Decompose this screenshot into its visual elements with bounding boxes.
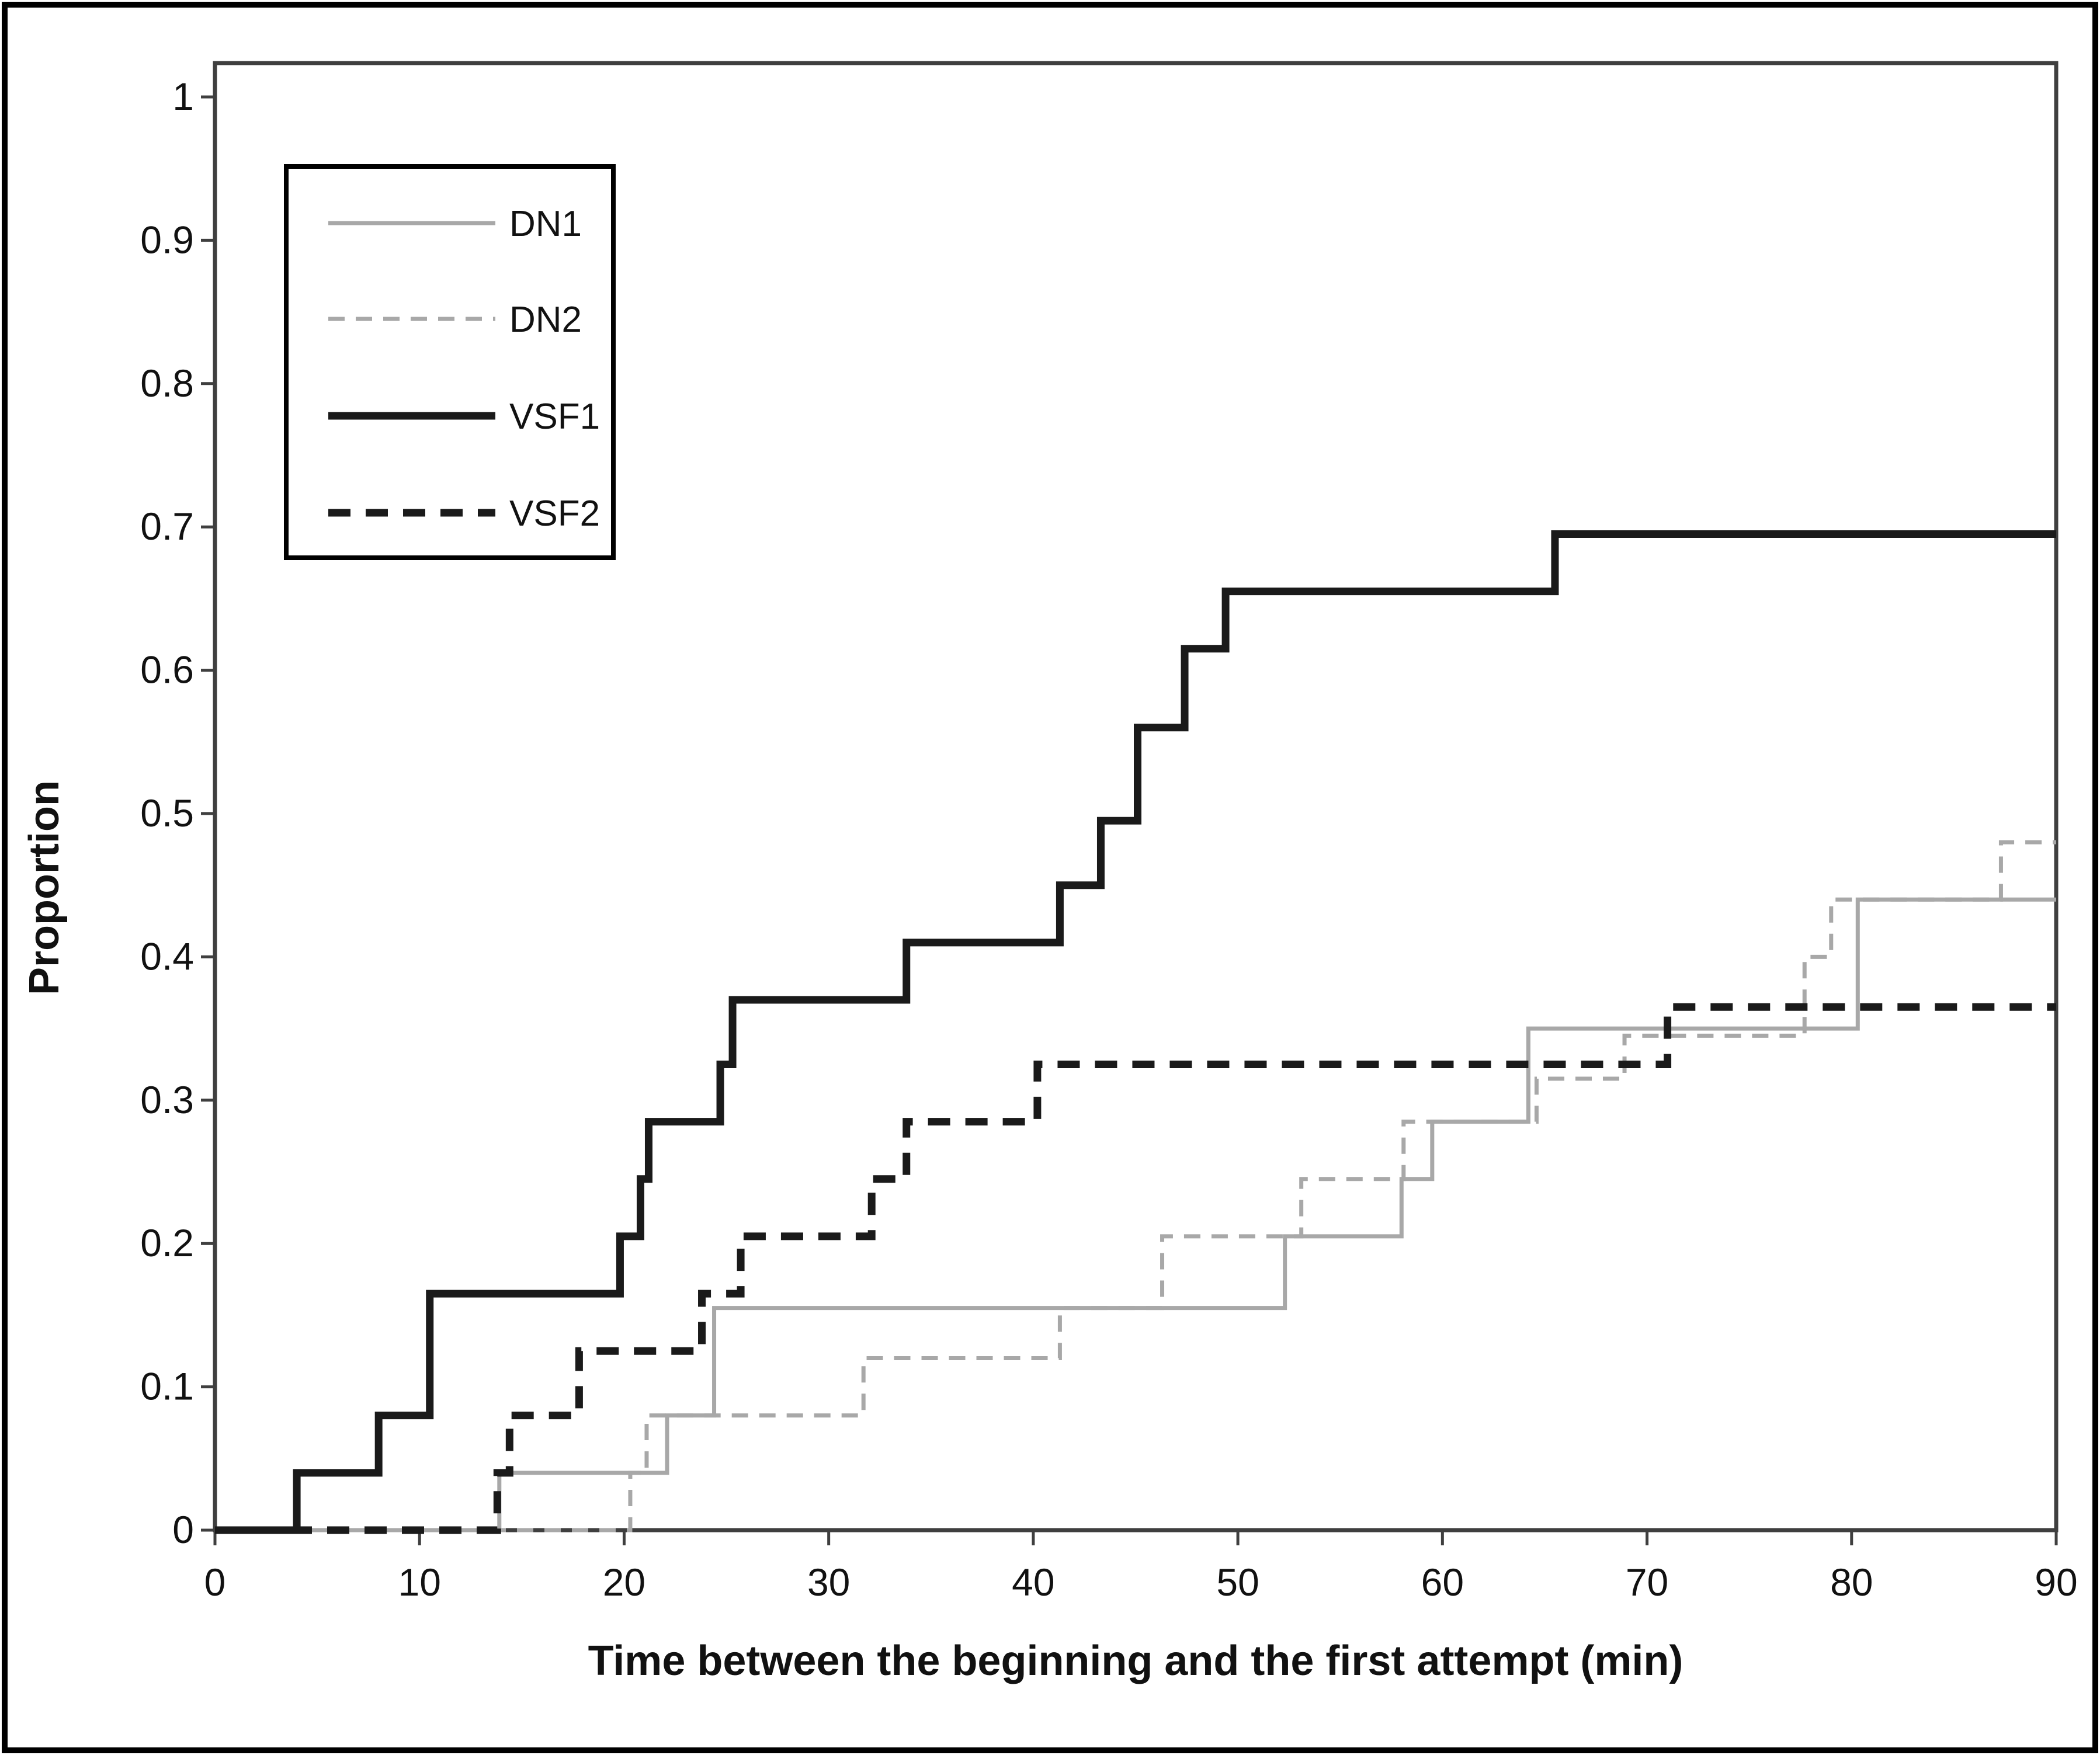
legend: DN1 DN2 VSF1 VSF2 — [284, 164, 616, 560]
legend-label-VSF1: VSF1 — [509, 397, 600, 437]
y-tick-label: 0.5 — [140, 791, 194, 835]
y-tick-label: 0.6 — [140, 648, 194, 691]
x-tick-label: 60 — [1421, 1561, 1464, 1604]
y-axis-label: Proportion — [21, 780, 68, 995]
y-tick-label: 0.8 — [140, 362, 194, 405]
y-tick-label: 0.2 — [140, 1221, 194, 1264]
series-DN2-line — [215, 840, 2056, 1532]
plot-area-border — [213, 61, 2059, 1532]
legend-label-DN1: DN1 — [509, 204, 582, 244]
x-tick-label: 50 — [1216, 1561, 1259, 1604]
y-tick-label: 0.9 — [140, 218, 194, 261]
x-axis-label: Time between the beginning and the first… — [588, 1638, 1684, 1684]
y-tick-label: 1 — [172, 75, 194, 118]
x-tick-label: 20 — [603, 1561, 645, 1604]
legend-border — [284, 164, 616, 560]
x-tick-label: 90 — [2035, 1561, 2077, 1604]
x-axis-ticks: 0 10 20 30 40 50 60 70 80 90 — [204, 1530, 2078, 1604]
y-tick-label: 0.4 — [140, 934, 194, 978]
y-tick-label: 0.7 — [140, 505, 194, 548]
y-tick-label: 0.1 — [140, 1365, 194, 1408]
y-tick-label: 0.3 — [140, 1078, 194, 1121]
x-tick-label: 40 — [1012, 1561, 1054, 1604]
x-tick-label: 70 — [1626, 1561, 1668, 1604]
y-tick-label: 0 — [172, 1508, 194, 1551]
x-tick-label: 10 — [398, 1561, 441, 1604]
x-tick-label: 30 — [807, 1561, 850, 1604]
series-VSF1-line — [215, 530, 2056, 1534]
x-tick-label: 0 — [204, 1561, 226, 1604]
legend-label-VSF2: VSF2 — [509, 494, 600, 534]
series-VSF2-line — [215, 1003, 2056, 1534]
legend-items: DN1 DN2 VSF1 VSF2 — [328, 204, 600, 534]
series-lines — [215, 530, 2056, 1534]
x-tick-label: 80 — [1830, 1561, 1873, 1604]
y-axis-ticks: 1 0.9 0.8 0.7 0.6 0.5 0.4 0.3 0.2 0.1 0 — [140, 75, 215, 1551]
legend-label-DN2: DN2 — [509, 300, 582, 340]
